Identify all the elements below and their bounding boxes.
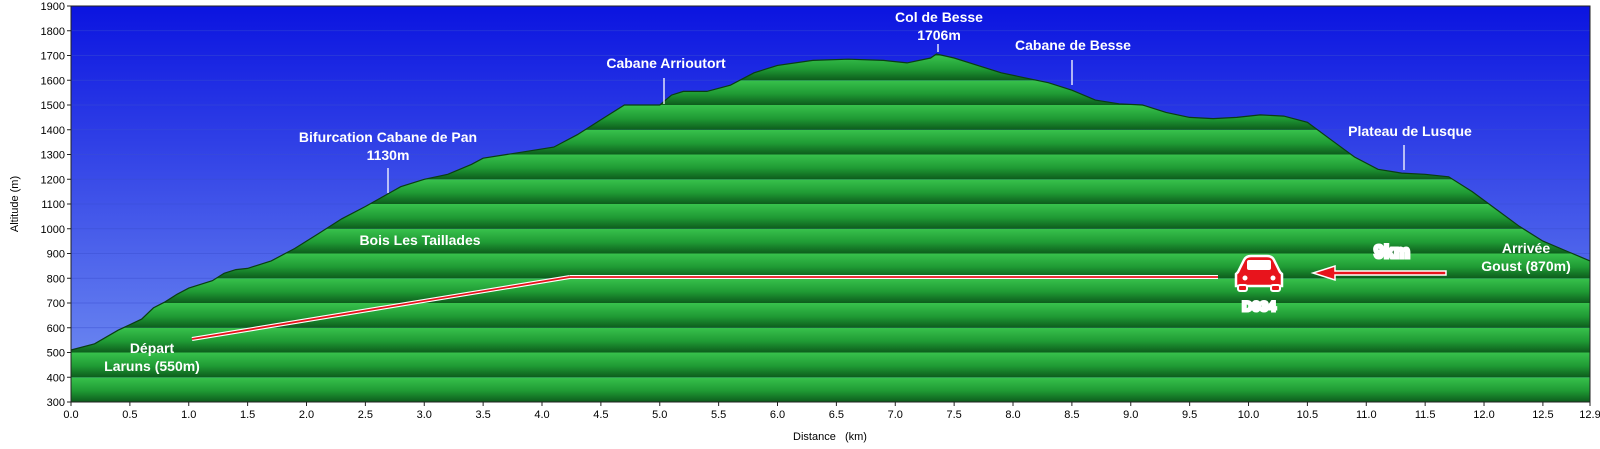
x-tick-label: 0.0 [63,409,78,421]
annotations: Départ Laruns (550m) Bois Les Taillades Bif… [104,9,1571,374]
x-axis-title: Distance (km) [793,431,867,443]
terrain-band [71,278,1590,303]
y-tick-label: 1500 [41,100,65,112]
annotation-label: Goust (870m) [1481,258,1570,274]
y-tick-label: 1200 [41,174,65,186]
x-tick-label: 3.0 [417,409,432,421]
x-tick-label: 7.0 [888,409,903,421]
terrain-outline [70,53,1591,351]
x-tick-label: 10.0 [1238,409,1259,421]
x-tick-label: 5.5 [711,409,726,421]
y-tick-label: 1100 [41,199,65,211]
x-tick-label: 9.0 [1123,409,1138,421]
y-axis-title: Altitude (m) [9,176,21,232]
annotation-label: 1706m [917,27,961,43]
terrain-band [71,228,1590,254]
x-tick-label: 2.5 [358,409,373,421]
annotation-label: Laruns (550m) [104,358,200,374]
y-tick-label: 1300 [41,150,65,162]
annotation-label: Arrivée [1502,240,1550,256]
car-icon [1234,254,1284,292]
annotation-label: Col de Besse [895,9,983,25]
x-tick-label: 8.0 [1005,409,1020,421]
y-tick-label: 700 [47,298,65,310]
terrain-band [71,377,1590,402]
annotation-label: Départ [130,340,175,356]
terrain-band [71,352,1590,378]
direction-arrow-icon [1310,264,1447,282]
x-tick-label: 9.5 [1182,409,1197,421]
route-line [191,276,571,340]
x-tick-label: 6.0 [770,409,785,421]
route-transfer: 9km D934 [191,241,1447,341]
x-tick-label: 6.5 [829,409,844,421]
y-tick-label: 800 [47,273,65,285]
x-tick-label: 8.5 [1064,409,1079,421]
x-tick-label: 3.5 [475,409,490,421]
y-tick-label: 1800 [41,26,65,38]
y-tick-label: 1900 [41,1,65,13]
y-tick-label: 300 [47,397,65,409]
x-tick-label: 4.0 [534,409,549,421]
y-tick-label: 1600 [41,75,65,87]
annotation-label: Cabane Arrioutort [606,55,726,71]
annotation-label: Plateau de Lusque [1348,123,1472,139]
x-tick-label: 11.0 [1356,409,1377,421]
annotation-label: 1130m [367,147,410,163]
x-tick-label: 5.0 [652,409,667,421]
y-tick-label: 900 [47,249,65,261]
annotation-label: Bois Les Taillades [359,232,480,248]
x-tick-label: 1.5 [240,409,255,421]
terrain-band [71,303,1590,328]
x-tick-label: 12.5 [1532,409,1553,421]
x-tick-label: 7.5 [946,409,961,421]
y-axis: 300 400 500 600 700 800 900 1000 1100 1200 1300 140… [41,1,71,409]
y-tick-label: 1700 [41,51,65,63]
terrain-band [71,327,1590,353]
y-tick-label: 1400 [41,125,65,137]
x-tick-label: 12.0 [1473,409,1494,421]
y-tick-label: 400 [47,372,65,384]
annotation-label: Cabane de Besse [1015,37,1131,53]
x-tick-label: 0.5 [122,409,137,421]
y-tick-label: 1000 [41,224,65,236]
x-tick-label: 4.5 [593,409,608,421]
y-tick-label: 500 [47,348,65,360]
x-tick-label: 12.9 [1579,409,1600,421]
y-tick-label: 600 [47,323,65,335]
x-tick-label: 10.5 [1297,409,1318,421]
x-axis: 0.0 0.5 1.0 1.5 2.0 2.5 3.0 3.5 4.0 4.5 5.0 5.5 6.0 6… [63,402,1600,421]
road-label: D934 [1242,298,1276,314]
x-tick-label: 11.5 [1415,409,1436,421]
annotation-label: Bifurcation Cabane de Pan [299,129,477,145]
transfer-distance-label: 9km [1374,242,1410,262]
x-tick-label: 1.0 [181,409,196,421]
x-tick-label: 2.0 [299,409,314,421]
